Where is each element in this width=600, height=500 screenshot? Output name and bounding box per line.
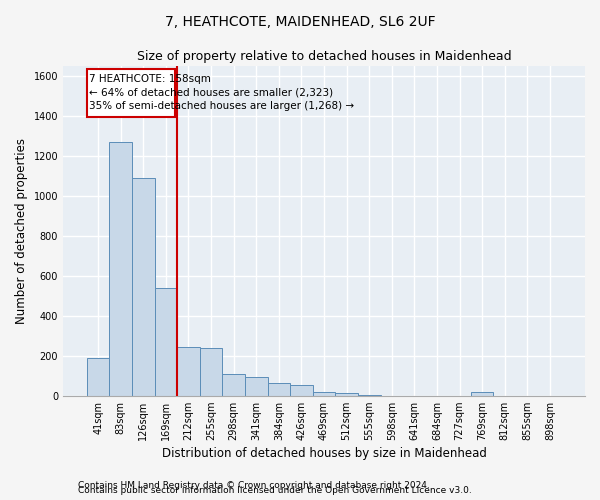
Bar — [335, 392, 358, 396]
Bar — [245, 376, 268, 396]
Bar — [109, 142, 132, 396]
Bar — [358, 394, 380, 396]
Bar — [200, 348, 223, 396]
Bar — [132, 178, 155, 396]
Bar — [471, 392, 493, 396]
Bar — [87, 358, 109, 396]
Title: Size of property relative to detached houses in Maidenhead: Size of property relative to detached ho… — [137, 50, 511, 63]
X-axis label: Distribution of detached houses by size in Maidenhead: Distribution of detached houses by size … — [161, 447, 487, 460]
Text: 7, HEATHCOTE, MAIDENHEAD, SL6 2UF: 7, HEATHCOTE, MAIDENHEAD, SL6 2UF — [164, 15, 436, 29]
Bar — [223, 374, 245, 396]
Text: Contains public sector information licensed under the Open Government Licence v3: Contains public sector information licen… — [78, 486, 472, 495]
Text: 7 HEATHCOTE: 158sqm
← 64% of detached houses are smaller (2,323)
35% of semi-det: 7 HEATHCOTE: 158sqm ← 64% of detached ho… — [89, 74, 354, 111]
Y-axis label: Number of detached properties: Number of detached properties — [15, 138, 28, 324]
Bar — [155, 288, 177, 396]
Bar — [290, 384, 313, 396]
FancyBboxPatch shape — [87, 68, 175, 116]
Bar — [268, 382, 290, 396]
Bar — [313, 392, 335, 396]
Bar — [177, 346, 200, 396]
Text: Contains HM Land Registry data © Crown copyright and database right 2024.: Contains HM Land Registry data © Crown c… — [78, 481, 430, 490]
